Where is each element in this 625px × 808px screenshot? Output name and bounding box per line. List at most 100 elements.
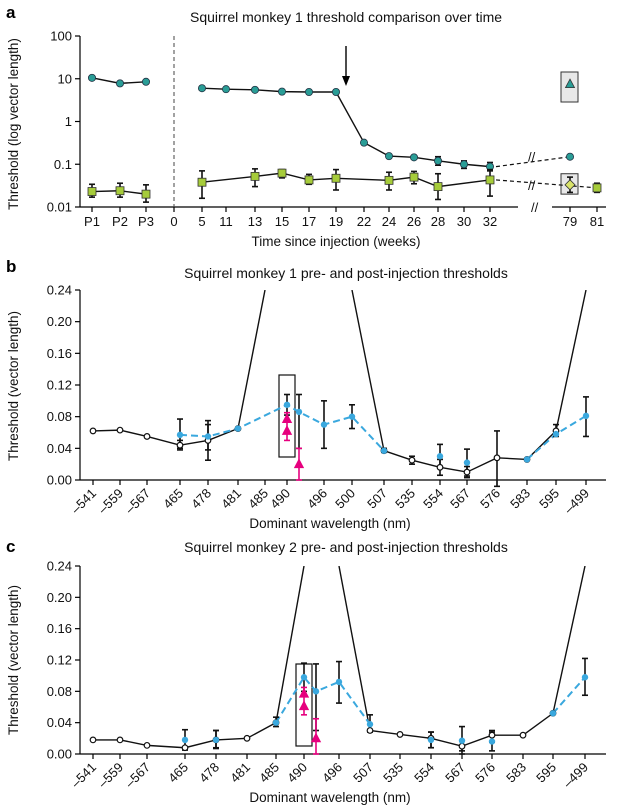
x-tick-label: 496 (304, 486, 330, 512)
series-line (201, 87, 491, 168)
data-point (243, 734, 251, 742)
data-point (141, 77, 150, 86)
panel-c-title: Squirrel monkey 2 pre- and post-injectio… (184, 539, 508, 555)
x-tick-label: 595 (536, 486, 562, 512)
series-line (179, 403, 385, 452)
panel-b-ylabel: Threshold (vector length) (6, 311, 21, 461)
x-tick-label: 535 (392, 486, 418, 512)
y-tick-label: 0.04 (47, 715, 72, 730)
panel-b-label: b (6, 257, 16, 276)
panel-a-ylabel: Threshold (log vector length) (6, 38, 21, 210)
data-point (433, 156, 442, 165)
data-point (380, 447, 388, 454)
y-tick-label: 0.00 (47, 473, 72, 488)
data-point (89, 736, 97, 744)
x-tick-label: 583 (503, 760, 529, 786)
x-tick-label: P3 (138, 214, 154, 229)
panel-b: b Squirrel monkey 1 pre- and post-inject… (6, 257, 606, 531)
data-point (312, 688, 320, 695)
panel-b-title: Squirrel monkey 1 pre- and post-injectio… (184, 265, 508, 281)
data-point (304, 175, 314, 185)
panel-a-label: a (6, 3, 16, 22)
data-point (88, 73, 97, 82)
x-tick-label: –567 (122, 760, 153, 791)
x-tick-label: 30 (457, 214, 471, 229)
x-tick-label: 465 (165, 760, 191, 786)
data-point (485, 175, 495, 185)
data-point (463, 459, 471, 466)
data-point (116, 736, 124, 744)
data-point (581, 674, 589, 681)
data-point (277, 168, 287, 178)
data-point (116, 79, 125, 88)
x-tick-label: 595 (533, 760, 559, 786)
data-point (293, 458, 305, 469)
x-tick-label: 17 (302, 214, 316, 229)
axis-break-mark: // (531, 200, 539, 215)
data-point (320, 421, 328, 428)
data-point (204, 433, 212, 440)
series-lines (92, 290, 587, 473)
y-tick-label: 0.16 (47, 346, 72, 361)
data-point (348, 413, 356, 420)
data-point (234, 425, 242, 432)
series-line (275, 675, 371, 725)
panel-a-title: Squirrel monkey 1 threshold comparison o… (190, 9, 502, 25)
data-point (592, 183, 602, 193)
data-point (141, 189, 151, 199)
data-point (176, 441, 184, 449)
x-tick-label: –499 (560, 760, 591, 791)
x-tick-label: 28 (431, 214, 445, 229)
extrapolation-line (495, 156, 571, 168)
x-tick-label: 576 (477, 486, 503, 512)
data-point (366, 727, 374, 734)
x-tick-label: 81 (590, 214, 604, 229)
x-tick-label: 507 (350, 760, 376, 786)
x-tick-label: 15 (275, 214, 289, 229)
data-point (335, 678, 343, 686)
arrow-head (342, 76, 350, 86)
y-tick-label: 0.04 (47, 441, 72, 456)
data-point (366, 721, 374, 728)
data-point (409, 153, 418, 162)
data-point (458, 742, 466, 750)
data-point (116, 426, 124, 434)
x-tick-label: 481 (227, 760, 253, 786)
data-point (566, 152, 575, 161)
x-tick-label: –559 (95, 486, 126, 517)
x-tick-label: –541 (68, 486, 99, 517)
y-tick-label: 0.24 (47, 559, 72, 574)
data-point (295, 408, 303, 416)
x-tick-label: 13 (248, 214, 262, 229)
series-line (351, 290, 587, 473)
x-tick-label: –559 (95, 760, 126, 791)
series-line (92, 290, 266, 446)
x-tick-label: –499 (561, 486, 592, 517)
series-lines (93, 566, 586, 749)
data-point (87, 187, 97, 196)
axis-break-mark: // (528, 150, 536, 165)
data-point (488, 731, 496, 739)
panel-a-xlabel: Time since injection (weeks) (251, 234, 420, 249)
highlight-box (278, 374, 296, 458)
data-point (212, 736, 220, 744)
data-point (310, 732, 322, 743)
data-point (143, 741, 151, 749)
data-point (384, 152, 393, 161)
y-tick-label: 0.20 (47, 314, 72, 329)
y-tick-label: 0.08 (47, 409, 72, 424)
x-tick-label: 485 (256, 760, 282, 786)
data-point (221, 85, 230, 94)
panel-c-ylabel: Threshold (vector length) (6, 585, 21, 735)
data-point (197, 177, 207, 187)
x-tick-label: 490 (284, 760, 310, 786)
data-point (250, 85, 259, 94)
x-tick-label: 567 (447, 486, 473, 512)
data-point (436, 453, 444, 460)
x-tick-label: 19 (329, 214, 343, 229)
panel-c: c Squirrel monkey 2 pre- and post-inject… (6, 537, 606, 805)
y-tick-label: 10 (58, 71, 72, 86)
panel-c-xlabel: Dominant wavelength (nm) (249, 790, 410, 805)
data-point (523, 456, 531, 463)
